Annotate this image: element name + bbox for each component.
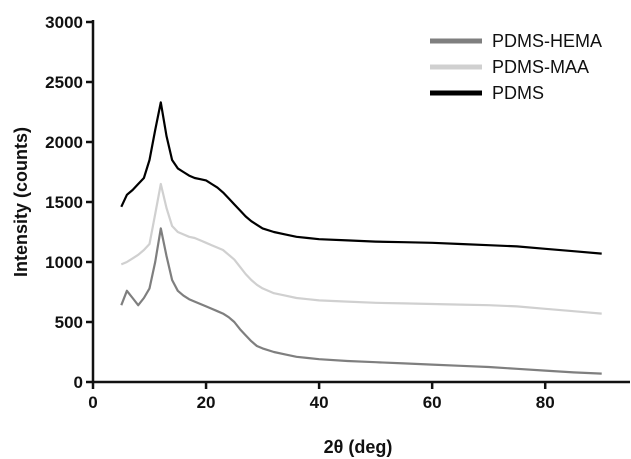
x-tick-label: 60 — [423, 393, 442, 412]
series-line-pdms — [120, 101, 602, 255]
y-tick-label: 2000 — [45, 133, 83, 152]
x-tick-label: 0 — [88, 393, 97, 412]
y-axis-title: Intensity (counts) — [11, 127, 31, 277]
legend-label: PDMS-MAA — [492, 57, 589, 77]
x-tick-label: 80 — [536, 393, 555, 412]
y-tick-label: 2500 — [45, 73, 83, 92]
legend: PDMS-HEMA PDMS-MAA PDMS — [430, 31, 602, 103]
y-tick-label: 1000 — [45, 253, 83, 272]
y-tick-label: 3000 — [45, 13, 83, 32]
x-tick-label: 40 — [310, 393, 329, 412]
tick-labels: 0 500 1000 1500 2000 2500 3000 0 20 40 60 80 — [45, 13, 554, 412]
x-axis-title: 2θ (deg) — [324, 437, 393, 457]
series-line-pdms-maa — [120, 182, 602, 315]
legend-label: PDMS — [492, 83, 544, 103]
series-layer — [120, 101, 602, 375]
y-tick-label: 500 — [55, 313, 83, 332]
axes — [86, 20, 630, 389]
y-tick-label: 0 — [74, 373, 83, 392]
legend-label: PDMS-HEMA — [492, 31, 602, 51]
x-tick-label: 20 — [197, 393, 216, 412]
series-line-pdms-hema — [120, 227, 602, 375]
y-tick-label: 1500 — [45, 193, 83, 212]
